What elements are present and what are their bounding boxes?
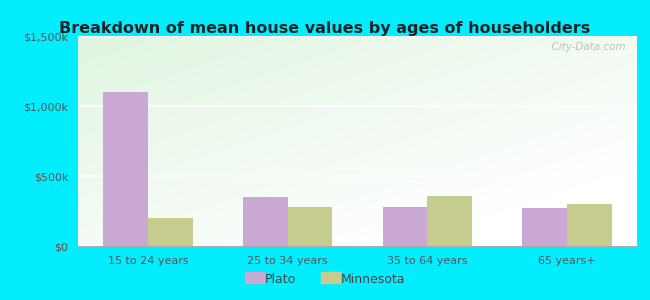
Text: City-Data.com: City-Data.com: [545, 42, 626, 52]
Bar: [523, 208, 567, 246]
Legend: Plato, Minnesota: Plato, Minnesota: [240, 268, 410, 291]
Bar: [243, 197, 287, 246]
Bar: [148, 218, 192, 246]
Bar: [287, 207, 332, 246]
Bar: [383, 207, 428, 246]
Bar: [103, 92, 148, 246]
Text: Breakdown of mean house values by ages of householders: Breakdown of mean house values by ages o…: [59, 21, 591, 36]
Bar: [567, 204, 612, 246]
Bar: [428, 196, 472, 246]
